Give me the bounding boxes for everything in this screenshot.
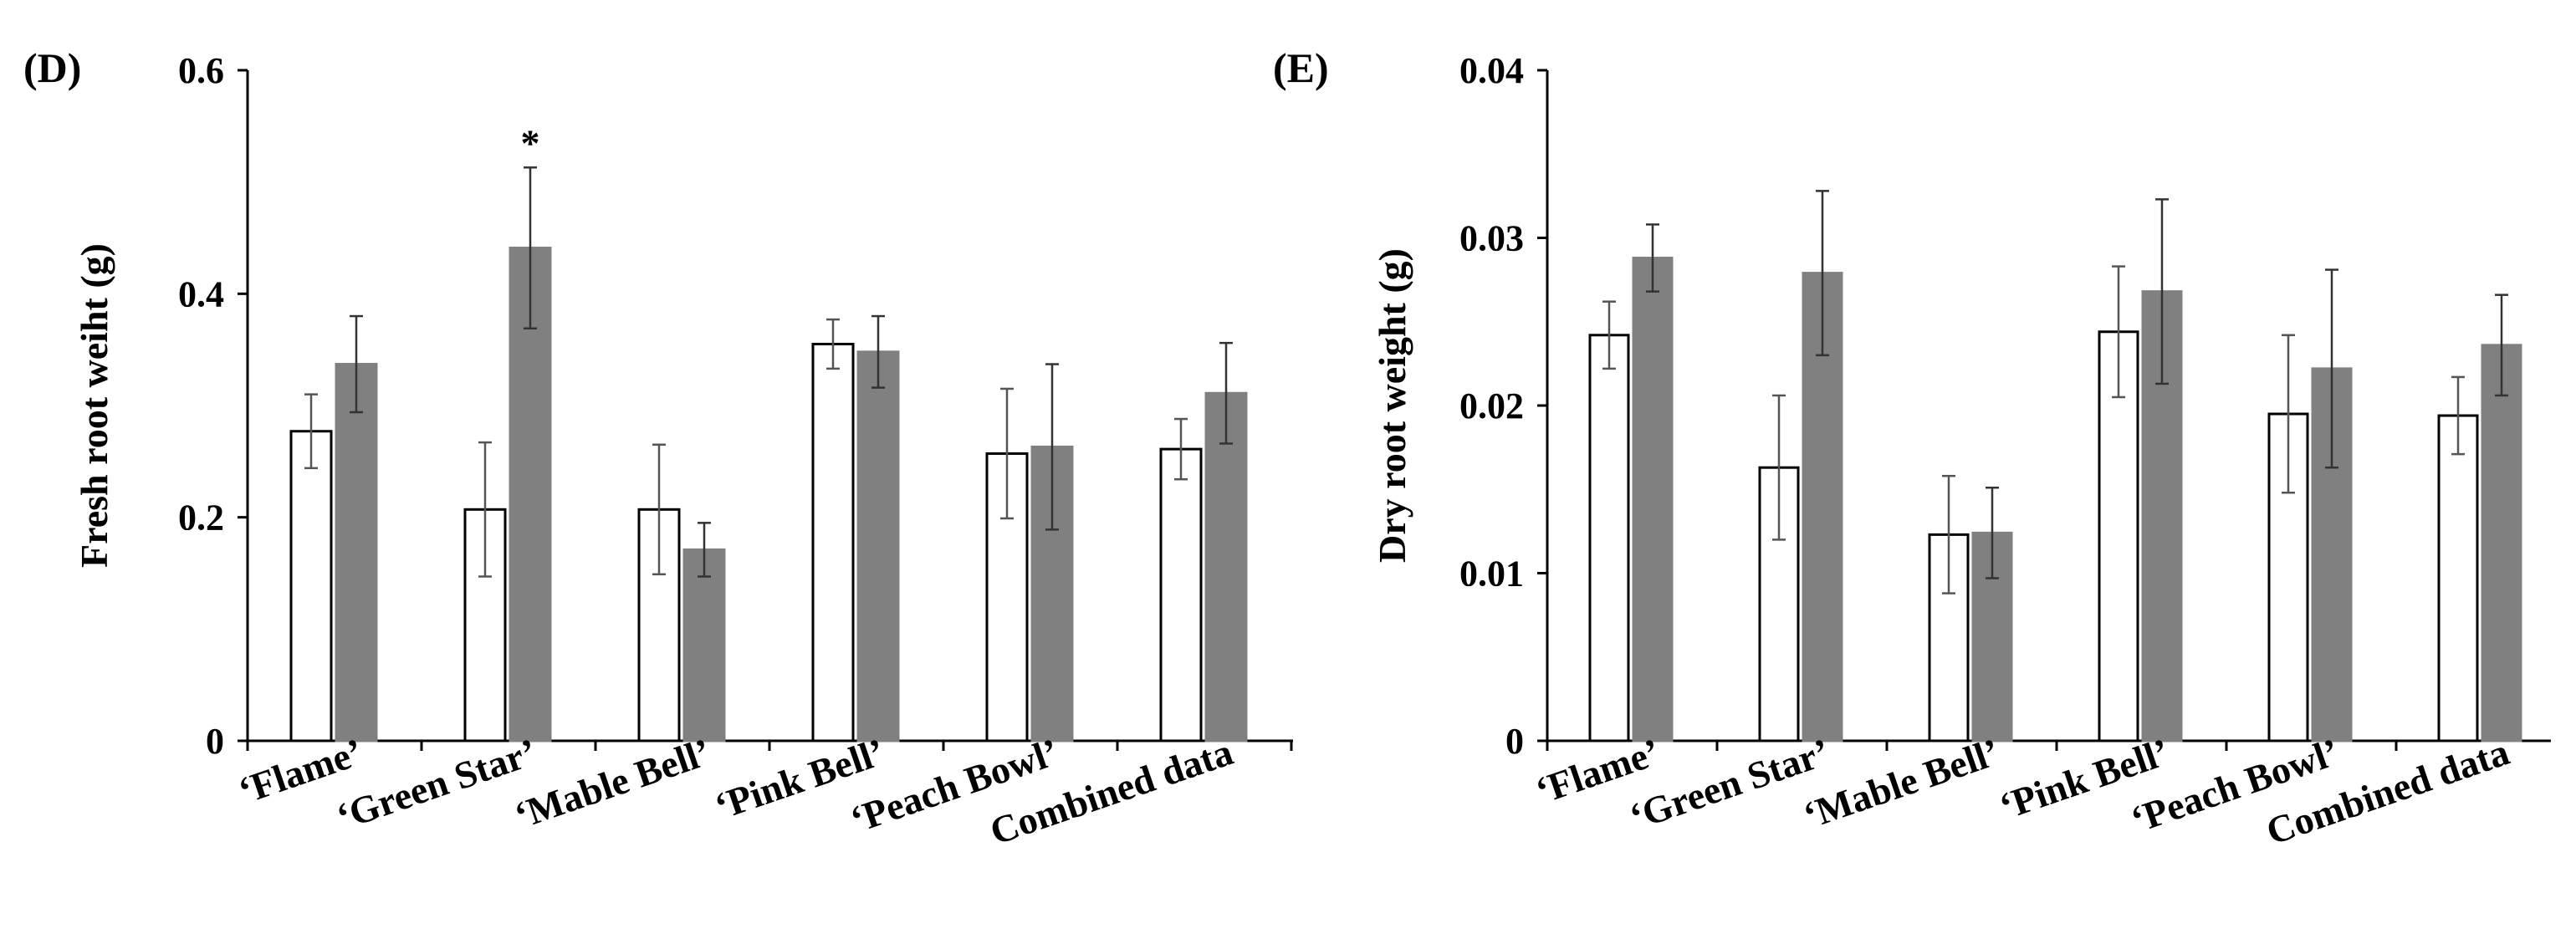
y-tick-label: 0 xyxy=(206,721,224,762)
panel-label: (D) xyxy=(23,44,81,91)
bar-treatment xyxy=(1204,391,1248,742)
y-tick-label: 0.01 xyxy=(1459,554,1524,594)
chart-panel-1: (D)Fresh root weiht (g)00.20.40.6*‘Flame… xyxy=(23,44,1293,853)
y-tick-label: 0.4 xyxy=(178,273,224,314)
y-tick-label: 0.04 xyxy=(1459,50,1524,91)
bar-treatment xyxy=(682,548,726,742)
bar-treatment xyxy=(1632,257,1674,742)
bar-control xyxy=(2098,330,2139,742)
y-tick-label: 0.02 xyxy=(1459,385,1524,426)
bar-control xyxy=(463,508,507,742)
bar-treatment xyxy=(856,350,900,742)
x-tick-label: ‘Mable Bell’ xyxy=(1798,730,2005,837)
bar-treatment xyxy=(2481,344,2522,742)
bar-control xyxy=(2437,414,2479,742)
bar-control xyxy=(289,430,333,742)
y-axis-title: Dry root weight (g) xyxy=(1371,248,1413,563)
x-tick-label: ‘Mable Bell’ xyxy=(509,730,716,837)
bar-control xyxy=(1159,447,1203,742)
bar-control xyxy=(1588,334,1630,742)
bar-treatment xyxy=(335,363,378,742)
panel-label: (E) xyxy=(1273,44,1329,91)
y-tick-label: 0.6 xyxy=(178,50,224,91)
chart-panel-2: (E) Dry root weight (g) 0 0.01 0.02 0.03 0.04 ‘… xyxy=(1273,44,2551,853)
x-tick-label: ‘Green Star’ xyxy=(331,730,542,838)
bar-control xyxy=(811,342,855,742)
y-axis-title: Fresh root weiht (g) xyxy=(73,243,115,568)
y-tick-label: 0 xyxy=(1505,721,1524,762)
y-tick-label: 0.03 xyxy=(1459,218,1524,259)
bar-control xyxy=(1758,466,1800,742)
significance-star: * xyxy=(521,121,540,164)
bar-treatment xyxy=(509,247,552,742)
y-tick-label: 0.2 xyxy=(178,498,224,538)
